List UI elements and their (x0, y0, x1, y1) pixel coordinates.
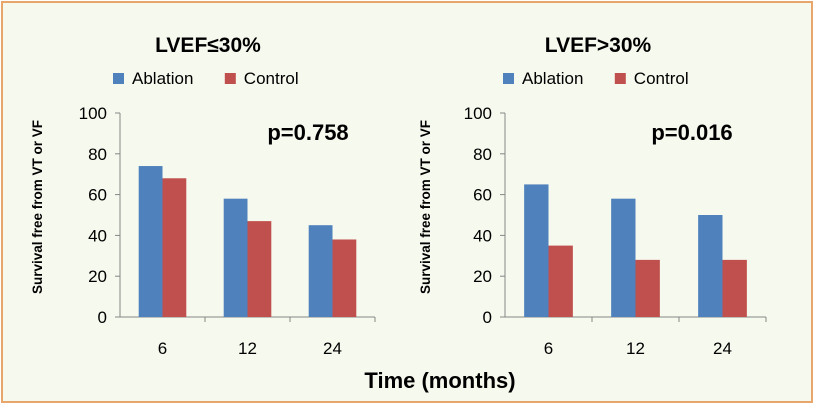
p-value-annotation: p=0.016 (651, 120, 732, 145)
legend-swatch-ablation (503, 73, 514, 84)
y-tick-label: 100 (79, 104, 107, 123)
y-tick-label: 0 (98, 308, 107, 327)
legend-label-ablation: Ablation (132, 69, 193, 88)
bar-control-12 (635, 259, 660, 317)
y-tick-label: 20 (88, 267, 107, 286)
x-axis-label: Time (months) (364, 368, 515, 393)
bar-ablation-24 (308, 225, 333, 317)
x-tick-label: 6 (158, 339, 167, 358)
legend-label-control: Control (244, 69, 299, 88)
chart-panel-2: LVEF>30% Ablation Control Survival free fro… (418, 34, 767, 358)
y-tick-label: 60 (88, 186, 107, 205)
y-axis-label: Survival free from VT or VF (30, 120, 45, 294)
bar-ablation-12 (611, 198, 636, 317)
x-tick-label: 24 (323, 339, 342, 358)
bar-control-6 (548, 245, 573, 317)
chart-title: LVEF≤30% (155, 34, 261, 57)
legend-swatch-control (614, 73, 626, 84)
legend-swatch-ablation (113, 73, 124, 84)
bar-control-24 (332, 239, 357, 317)
chart-title: LVEF>30% (545, 34, 652, 57)
x-tick-label: 6 (544, 339, 553, 358)
y-tick-label: 60 (473, 186, 492, 205)
y-tick-label: 0 (483, 308, 492, 327)
bar-ablation-24 (698, 215, 723, 317)
legend-label-ablation: Ablation (522, 69, 583, 88)
y-tick-label: 80 (473, 145, 492, 164)
legend-swatch-control (224, 73, 236, 84)
bar-ablation-12 (223, 198, 248, 317)
legend-label-control: Control (634, 69, 689, 88)
chart-panel-1: LVEF≤30% Ablation Control Survival free fro… (30, 34, 376, 358)
x-tick-label: 24 (713, 339, 732, 358)
p-value-annotation: p=0.758 (267, 120, 348, 145)
bar-control-12 (247, 221, 272, 317)
x-tick-label: 12 (626, 339, 645, 358)
bar-ablation-6 (138, 166, 163, 317)
y-tick-label: 80 (88, 145, 107, 164)
bar-control-24 (722, 259, 747, 317)
y-tick-label: 40 (88, 226, 107, 245)
bar-ablation-6 (524, 184, 549, 317)
y-tick-label: 100 (464, 104, 492, 123)
x-tick-label: 12 (238, 339, 257, 358)
y-tick-label: 40 (473, 226, 492, 245)
bar-control-6 (162, 178, 187, 317)
y-tick-label: 20 (473, 267, 492, 286)
y-axis-label: Survival free from VT or VF (418, 120, 433, 294)
